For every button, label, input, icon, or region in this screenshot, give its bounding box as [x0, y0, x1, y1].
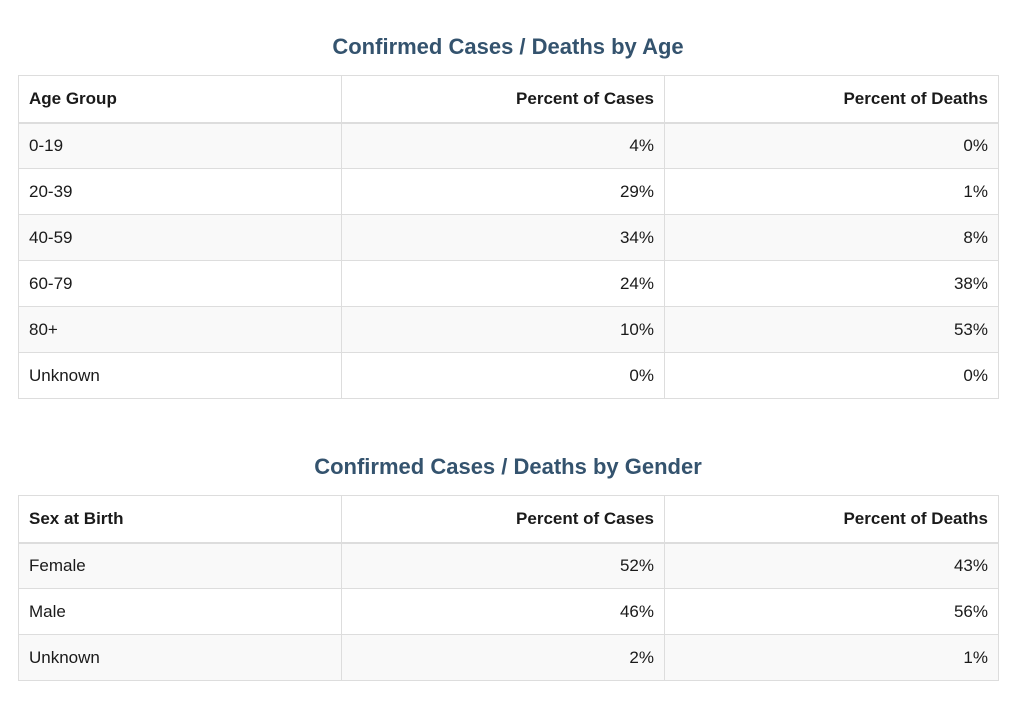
- percent-cases-cell: 4%: [341, 122, 665, 169]
- percent-cases-cell: 2%: [341, 634, 665, 681]
- gender-table-header-row: Sex at Birth Percent of Cases Percent of…: [18, 495, 999, 544]
- column-header-percent-cases: Percent of Cases: [341, 75, 665, 124]
- sex-at-birth-cell: Unknown: [18, 634, 342, 681]
- sex-at-birth-cell: Female: [18, 542, 342, 589]
- percent-deaths-cell: 56%: [664, 588, 999, 635]
- percent-cases-cell: 0%: [341, 352, 665, 399]
- sex-at-birth-cell: Male: [18, 588, 342, 635]
- gender-table-title: Confirmed Cases / Deaths by Gender: [314, 454, 702, 479]
- percent-deaths-cell: 0%: [664, 352, 999, 399]
- table-row: Unknown 2% 1%: [18, 634, 999, 681]
- percent-deaths-cell: 1%: [664, 168, 999, 215]
- percent-cases-cell: 52%: [341, 542, 665, 589]
- table-row: Male 46% 56%: [18, 588, 999, 635]
- age-group-cell: 20-39: [18, 168, 342, 215]
- age-group-cell: 60-79: [18, 260, 342, 307]
- table-row: 40-59 34% 8%: [18, 214, 999, 261]
- percent-cases-cell: 34%: [341, 214, 665, 261]
- table-row: Female 52% 43%: [18, 542, 999, 589]
- percent-cases-cell: 29%: [341, 168, 665, 215]
- table-row: Unknown 0% 0%: [18, 352, 999, 399]
- table-row: 0-19 4% 0%: [18, 122, 999, 169]
- percent-cases-cell: 46%: [341, 588, 665, 635]
- percent-deaths-cell: 0%: [664, 122, 999, 169]
- column-header-percent-deaths: Percent of Deaths: [664, 75, 999, 124]
- age-group-cell: 0-19: [18, 122, 342, 169]
- table-row: 80+ 10% 53%: [18, 306, 999, 353]
- percent-cases-cell: 24%: [341, 260, 665, 307]
- column-header-age-group: Age Group: [18, 75, 342, 124]
- age-table-header-row: Age Group Percent of Cases Percent of De…: [18, 75, 999, 124]
- percent-deaths-cell: 8%: [664, 214, 999, 261]
- column-header-percent-deaths: Percent of Deaths: [664, 495, 999, 544]
- age-group-cell: 40-59: [18, 214, 342, 261]
- table-row: 60-79 24% 38%: [18, 260, 999, 307]
- column-header-sex-at-birth: Sex at Birth: [18, 495, 342, 544]
- gender-table: Sex at Birth Percent of Cases Percent of…: [18, 495, 999, 681]
- percent-deaths-cell: 1%: [664, 634, 999, 681]
- table-row: 20-39 29% 1%: [18, 168, 999, 215]
- percent-deaths-cell: 38%: [664, 260, 999, 307]
- age-group-cell: Unknown: [18, 352, 342, 399]
- percent-cases-cell: 10%: [341, 306, 665, 353]
- age-group-cell: 80+: [18, 306, 342, 353]
- percent-deaths-cell: 53%: [664, 306, 999, 353]
- age-table-title: Confirmed Cases / Deaths by Age: [332, 34, 684, 59]
- column-header-percent-cases: Percent of Cases: [341, 495, 665, 544]
- age-table: Age Group Percent of Cases Percent of De…: [18, 75, 999, 399]
- percent-deaths-cell: 43%: [664, 542, 999, 589]
